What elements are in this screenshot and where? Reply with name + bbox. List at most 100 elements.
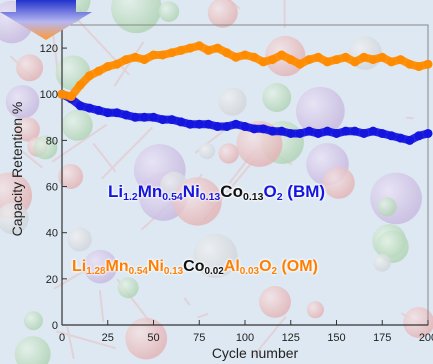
series-om-point <box>94 66 104 76</box>
background-atom <box>111 0 162 34</box>
series-bm-point <box>377 128 387 138</box>
series-om-point <box>57 89 67 99</box>
series-om-point <box>258 57 268 67</box>
background-bond <box>113 41 145 87</box>
background-atom <box>370 172 422 225</box>
x-tick-label: 25 <box>102 332 114 344</box>
series-bm-point <box>341 126 351 136</box>
background-atom <box>58 163 84 189</box>
formula-subscript: 0.02 <box>204 265 224 277</box>
formula-part: Co <box>220 182 243 201</box>
series-bm-point <box>121 110 131 120</box>
background-atom <box>67 227 92 252</box>
formula-subscript: 0.13 <box>199 190 221 203</box>
formula-part: Mn <box>105 258 129 275</box>
series-bm-point <box>414 131 424 141</box>
annotation-om-formula: Li1.28Mn0.54Ni0.13Co0.02Al0.03O2 (OM) <box>72 258 318 277</box>
series-om-point <box>368 55 378 65</box>
background-atom <box>117 277 139 299</box>
series-bm-point <box>332 128 341 138</box>
series-bm-point <box>94 105 104 115</box>
formula-subscript: 0.13 <box>242 190 264 203</box>
series-om-point <box>286 55 296 65</box>
background-atom <box>33 135 58 160</box>
background-atom <box>296 86 345 136</box>
formula-part: Li <box>72 258 87 275</box>
x-tick-label: 75 <box>193 332 205 344</box>
formula-subscript: 0.54 <box>128 265 148 277</box>
background-atom <box>218 87 247 116</box>
series-bm-point <box>130 112 140 122</box>
series-om-point <box>103 62 113 72</box>
background-atom <box>61 109 93 141</box>
x-tick-label: 125 <box>282 332 300 344</box>
series-om-point <box>295 59 305 69</box>
background-bond <box>197 312 209 319</box>
series-bm-point <box>359 128 369 138</box>
background-atom <box>198 142 216 160</box>
background-atom <box>16 54 44 82</box>
series-bm-point <box>194 119 204 129</box>
formula-part: Li <box>108 182 124 201</box>
series-bm-point <box>304 126 314 136</box>
series-om-point <box>377 52 387 62</box>
background-atom <box>373 253 392 272</box>
series-bm-point <box>213 122 223 132</box>
background-atom <box>173 177 222 226</box>
series-bm-point <box>240 122 250 132</box>
y-tick-label: 100 <box>40 89 58 101</box>
series-om-point <box>423 59 433 69</box>
series-om-point <box>213 43 223 53</box>
background-atom <box>193 233 238 278</box>
background-bond <box>92 142 117 173</box>
formula-part: Ni <box>147 258 164 275</box>
series-bm-point <box>396 133 406 143</box>
formula-subscript: 0.54 <box>162 190 183 203</box>
series-bm-point <box>185 119 195 129</box>
series-bm-point <box>313 128 323 138</box>
series-bm-point <box>368 126 378 136</box>
series-om-point <box>332 55 341 65</box>
series-om-point <box>222 48 232 58</box>
formula-part: (BM) <box>282 182 326 201</box>
series-om-point <box>386 57 396 67</box>
background-atom <box>14 336 51 364</box>
background-atom <box>259 286 291 318</box>
background-bond <box>101 126 153 180</box>
y-tick-label: 0 <box>52 320 58 332</box>
series-om-point <box>75 80 85 90</box>
series-om-point <box>359 52 369 62</box>
background-bond <box>98 290 105 322</box>
background-atom <box>403 307 433 338</box>
background-atom <box>23 311 43 331</box>
series-bm-point <box>112 108 122 118</box>
formula-part: O <box>259 258 272 275</box>
series-bm-point <box>222 122 232 132</box>
background-atom <box>377 197 397 217</box>
background-atom <box>5 84 40 119</box>
y-tick-label: 80 <box>46 135 58 147</box>
series-bm-point <box>149 112 158 122</box>
x-tick-label: 200 <box>419 332 433 344</box>
annotation-bm-formula: Li1.2Mn0.54Ni0.13Co0.13O2 (BM) <box>108 182 325 203</box>
transformation-arrow-icon <box>0 0 92 40</box>
series-bm-point <box>139 112 149 122</box>
background-atom <box>125 317 168 360</box>
background-bond <box>406 116 414 120</box>
formula-part: Al <box>223 258 240 275</box>
chart-axes: 0 25 50 75 100 125 150 175 200 0 20 40 60 80 100 120 Cyc… <box>9 24 433 361</box>
formula-subscript: 2 <box>271 265 278 277</box>
x-tick-label: 150 <box>327 332 345 344</box>
series-bm-point <box>286 128 296 138</box>
background-bond <box>183 297 191 306</box>
formula-part: O <box>263 182 277 201</box>
x-tick-label: 175 <box>373 332 391 344</box>
background-atom <box>207 0 238 28</box>
series-bm-point <box>75 101 85 111</box>
series-bm-point <box>322 126 332 136</box>
series-om-point <box>267 55 277 65</box>
chart-series-layer <box>57 41 433 145</box>
y-tick-label: 120 <box>40 43 58 55</box>
